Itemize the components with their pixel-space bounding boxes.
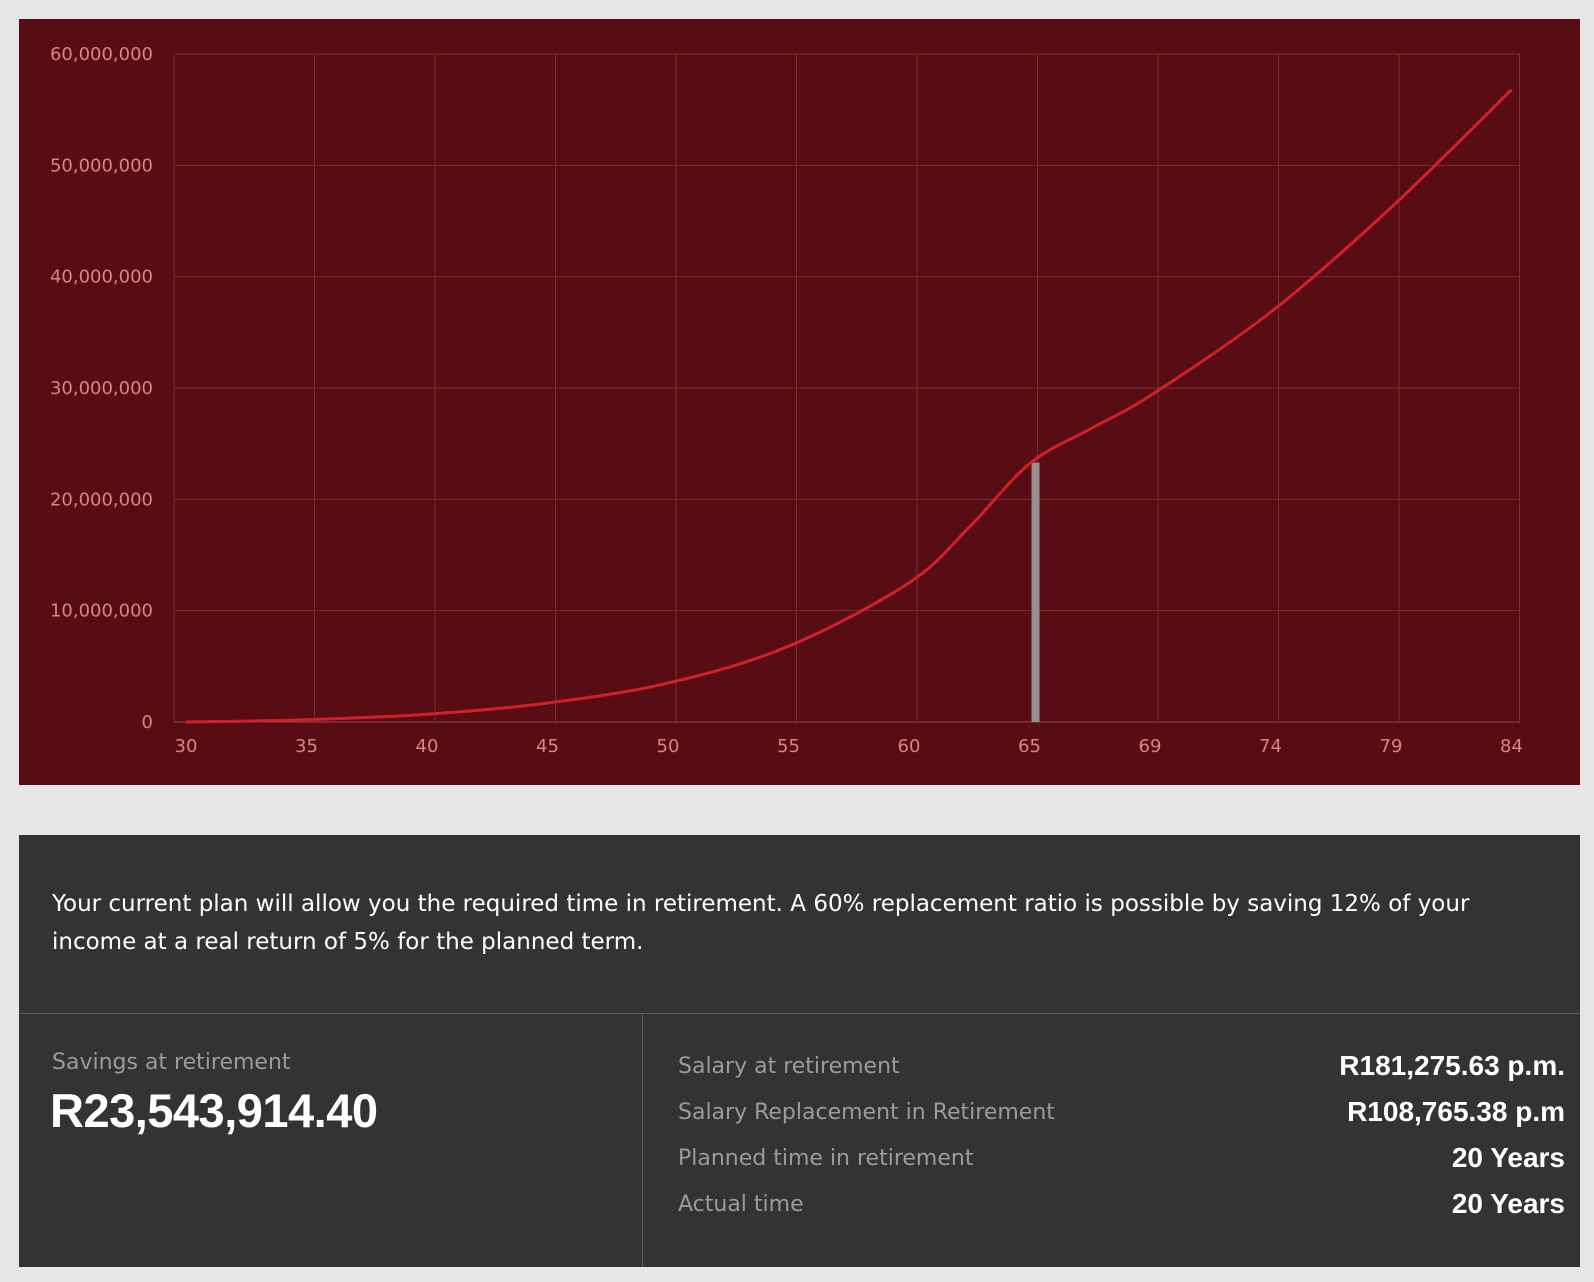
x-tick-label: 60 xyxy=(898,736,921,757)
x-tick-label: 79 xyxy=(1380,736,1403,757)
x-tick-label: 40 xyxy=(416,736,439,757)
plan-message: Your current plan will allow you the req… xyxy=(52,891,1470,955)
stat-value: R181,275.63 p.m. xyxy=(1339,1050,1565,1081)
stat-label: Planned time in retirement xyxy=(678,1145,974,1171)
retirement-marker xyxy=(1031,462,1040,722)
x-tick-label: 69 xyxy=(1139,736,1162,757)
vertical-divider xyxy=(642,1013,643,1267)
x-tick-label: 84 xyxy=(1500,736,1523,757)
y-tick-label: 50,000,000 xyxy=(50,155,153,176)
stat-value: R108,765.38 p.m xyxy=(1347,1096,1565,1127)
savings-growth-chart[interactable]: 0 10,000,000 20,000,000 30,000,000 40,000,00… xyxy=(19,19,1580,785)
y-tick-label: 10,000,000 xyxy=(50,601,153,622)
x-tick-label: 55 xyxy=(777,736,800,757)
savings-value: R23,543,914.40 xyxy=(50,1084,378,1137)
stat-value: 20 Years xyxy=(1451,1188,1565,1219)
savings-chart-panel: 0 10,000,000 20,000,000 30,000,000 40,000,00… xyxy=(19,19,1580,785)
stat-row-replacement: Salary Replacement in Retirement R108,76… xyxy=(678,1089,1565,1135)
x-tick-label: 65 xyxy=(1018,736,1041,757)
savings-series-line xyxy=(185,88,1513,724)
stat-row-salary: Salary at retirement R181,275.63 p.m. xyxy=(678,1043,1565,1089)
x-tick-label: 50 xyxy=(657,736,680,757)
x-tick-label: 45 xyxy=(536,736,559,757)
x-tick-label: 74 xyxy=(1259,736,1282,757)
stat-row-actual-time: Actual time 20 Years xyxy=(678,1181,1565,1227)
stat-label: Salary Replacement in Retirement xyxy=(678,1099,1055,1125)
y-tick-label: 20,000,000 xyxy=(50,489,153,510)
y-tick-label: 60,000,000 xyxy=(50,44,153,65)
y-tick-label: 30,000,000 xyxy=(50,378,153,399)
horizontal-divider xyxy=(19,1013,1580,1014)
x-tick-label: 30 xyxy=(175,736,198,757)
stat-row-planned-time: Planned time in retirement 20 Years xyxy=(678,1135,1565,1181)
x-tick-label: 35 xyxy=(295,736,318,757)
y-tick-label: 0 xyxy=(142,712,153,733)
savings-label: Savings at retirement xyxy=(52,1050,291,1075)
y-tick-label: 40,000,000 xyxy=(50,267,153,288)
stat-label: Actual time xyxy=(678,1191,804,1217)
retirement-stats: Salary at retirement R181,275.63 p.m. Sa… xyxy=(678,1043,1565,1227)
stat-label: Salary at retirement xyxy=(678,1053,900,1079)
retirement-summary-panel: Your current plan will allow you the req… xyxy=(19,835,1580,1267)
stat-value: 20 Years xyxy=(1451,1142,1565,1173)
